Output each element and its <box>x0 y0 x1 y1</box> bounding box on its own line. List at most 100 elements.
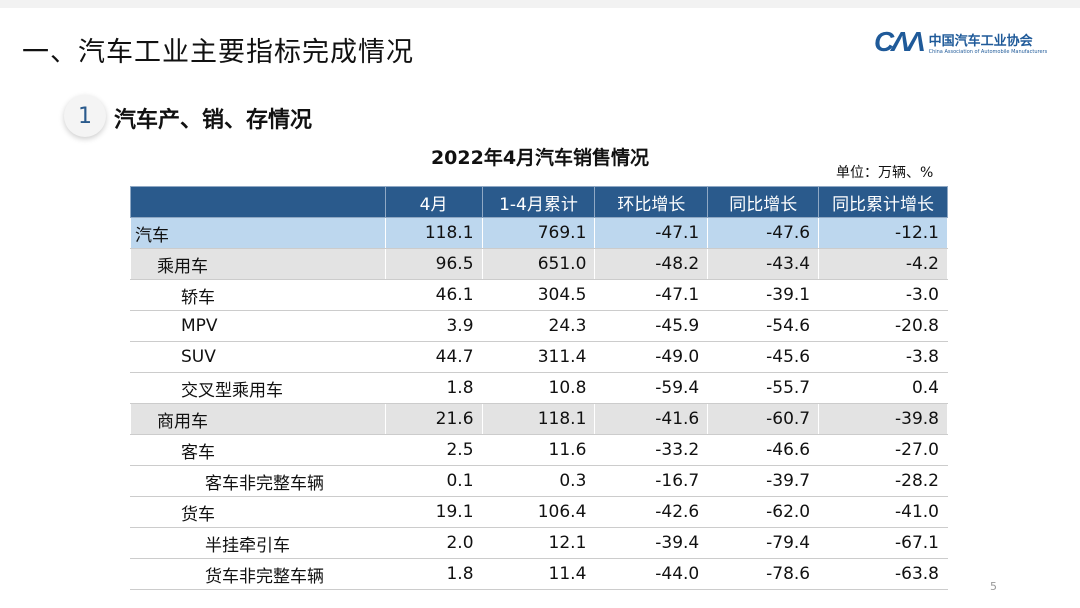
cell-value: 24.3 <box>481 310 596 342</box>
cell-value: 0.4 <box>818 372 948 404</box>
page-number: 5 <box>990 580 997 593</box>
cell-value: -60.7 <box>707 403 820 435</box>
cell-value: -55.7 <box>707 372 820 404</box>
cell-value: -47.1 <box>594 217 709 249</box>
sales-table: 4月 1-4月累计 环比增长 同比增长 同比累计增长 汽车 118.1 769.1 -47.1… <box>130 186 948 590</box>
cell-value: -47.6 <box>707 217 820 249</box>
section-title: 汽车产、销、存情况 <box>114 108 313 133</box>
cell-value: -44.0 <box>594 558 709 590</box>
cell-value: 1.8 <box>384 372 483 404</box>
top-bar <box>0 0 1080 8</box>
table-row: 乘用车 96.5 651.0 -48.2 -43.4 -4.2 <box>130 248 948 280</box>
row-label: 交叉型乘用车 <box>130 372 386 404</box>
cell-value: 12.1 <box>481 527 596 559</box>
cell-value: 44.7 <box>384 341 483 373</box>
cell-value: -54.6 <box>707 310 820 342</box>
table-row: 汽车 118.1 769.1 -47.1 -47.6 -12.1 <box>130 217 948 249</box>
column-header: 1-4月累计 <box>481 186 596 218</box>
cell-value: 19.1 <box>384 496 483 528</box>
cell-value: 2.0 <box>384 527 483 559</box>
cell-value: 21.6 <box>384 403 483 435</box>
cell-value: 0.1 <box>384 465 483 497</box>
table-row: 货车非完整车辆 1.8 11.4 -44.0 -78.6 -63.8 <box>130 558 948 590</box>
cell-value: -39.4 <box>594 527 709 559</box>
cell-value: -16.7 <box>594 465 709 497</box>
cell-value: 1.8 <box>384 558 483 590</box>
row-label: 轿车 <box>130 279 386 311</box>
cell-value: 96.5 <box>384 248 483 280</box>
cell-value: -67.1 <box>818 527 948 559</box>
cell-value: -78.6 <box>707 558 820 590</box>
cell-value: 769.1 <box>481 217 596 249</box>
cell-value: 46.1 <box>384 279 483 311</box>
row-label: 货车非完整车辆 <box>130 558 386 590</box>
caam-logo: CΛΛ 中国汽车工业协会 China Association of Automo… <box>874 26 1047 58</box>
cell-value: -41.0 <box>818 496 948 528</box>
cell-value: -46.6 <box>707 434 820 466</box>
cell-value: 3.9 <box>384 310 483 342</box>
logo-mark-icon: CΛΛ <box>874 26 926 57</box>
cell-value: -20.8 <box>818 310 948 342</box>
table-row: 客车非完整车辆 0.1 0.3 -16.7 -39.7 -28.2 <box>130 465 948 497</box>
cell-value: -4.2 <box>818 248 948 280</box>
column-header: 4月 <box>384 186 483 218</box>
table-row: 货车 19.1 106.4 -42.6 -62.0 -41.0 <box>130 496 948 528</box>
table-title-text: 2022年4月汽车销售情况 <box>430 147 650 169</box>
table-row: 半挂牵引车 2.0 12.1 -39.4 -79.4 -67.1 <box>130 527 948 559</box>
logo-cn: 中国汽车工业协会 <box>928 33 1033 49</box>
table-row: 客车 2.5 11.6 -33.2 -46.6 -27.0 <box>130 434 948 466</box>
cell-value: 118.1 <box>384 217 483 249</box>
row-label: 货车 <box>130 496 386 528</box>
cell-value: -3.8 <box>818 341 948 373</box>
cell-value: -39.8 <box>818 403 948 435</box>
cell-value: -63.8 <box>818 558 948 590</box>
column-header: 同比累计增长 <box>818 186 948 218</box>
unit-label: 单位：万辆、% <box>836 165 934 181</box>
cell-value: -49.0 <box>594 341 709 373</box>
cell-value: 651.0 <box>481 248 596 280</box>
cell-value: -39.7 <box>707 465 820 497</box>
cell-value: -43.4 <box>707 248 820 280</box>
page-title: 一、汽车工业主要指标完成情况 <box>22 37 414 68</box>
table-row: 商用车 21.6 118.1 -41.6 -60.7 -39.8 <box>130 403 948 435</box>
row-label: 客车非完整车辆 <box>130 465 386 497</box>
column-header: 同比增长 <box>707 186 820 218</box>
logo-en: China Association of Automobile Manufact… <box>928 48 1048 55</box>
cell-value: -45.6 <box>707 341 820 373</box>
table-title: 2022年4月汽车销售情况 <box>0 143 1080 170</box>
row-label: 客车 <box>130 434 386 466</box>
column-header <box>130 186 386 218</box>
cell-value: 11.6 <box>481 434 596 466</box>
cell-value: -45.9 <box>594 310 709 342</box>
cell-value: 106.4 <box>481 496 596 528</box>
cell-value: 10.8 <box>481 372 596 404</box>
cell-value: -48.2 <box>594 248 709 280</box>
row-label: SUV <box>130 341 386 373</box>
cell-value: -33.2 <box>594 434 709 466</box>
cell-value: -39.1 <box>707 279 820 311</box>
column-header: 环比增长 <box>594 186 709 218</box>
cell-value: -12.1 <box>818 217 948 249</box>
cell-value: -27.0 <box>818 434 948 466</box>
table-header-row: 4月 1-4月累计 环比增长 同比增长 同比累计增长 <box>130 186 948 218</box>
cell-value: 311.4 <box>481 341 596 373</box>
cell-value: -42.6 <box>594 496 709 528</box>
cell-value: -3.0 <box>818 279 948 311</box>
table-row: SUV 44.7 311.4 -49.0 -45.6 -3.8 <box>130 341 948 373</box>
cell-value: 11.4 <box>481 558 596 590</box>
table-row: 交叉型乘用车 1.8 10.8 -59.4 -55.7 0.4 <box>130 372 948 404</box>
cell-value: -59.4 <box>594 372 709 404</box>
cell-value: -47.1 <box>594 279 709 311</box>
row-label: 汽车 <box>130 217 386 249</box>
cell-value: 0.3 <box>481 465 596 497</box>
cell-value: -28.2 <box>818 465 948 497</box>
cell-value: -41.6 <box>594 403 709 435</box>
row-label: 半挂牵引车 <box>130 527 386 559</box>
row-label: MPV <box>130 310 386 342</box>
table-row: MPV 3.9 24.3 -45.9 -54.6 -20.8 <box>130 310 948 342</box>
cell-value: 304.5 <box>481 279 596 311</box>
row-label: 乘用车 <box>130 248 386 280</box>
cell-value: 118.1 <box>481 403 596 435</box>
cell-value: -79.4 <box>707 527 820 559</box>
cell-value: 2.5 <box>384 434 483 466</box>
